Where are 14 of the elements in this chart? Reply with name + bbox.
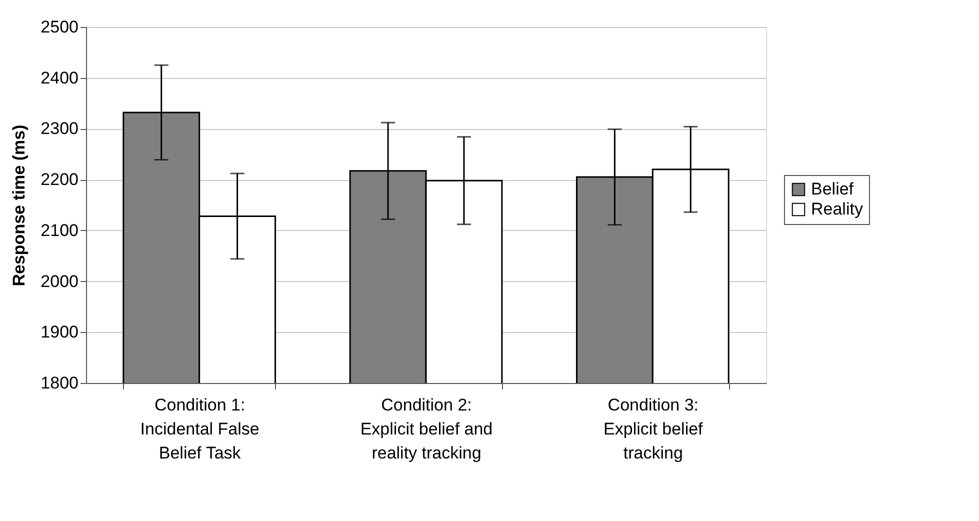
- legend-label: Belief: [811, 180, 854, 198]
- y-tick-label: 2200: [40, 170, 78, 190]
- y-tick-label: 1800: [40, 374, 78, 392]
- y-tick-label: 2000: [40, 272, 78, 291]
- x-tick-label: Condition 2: Explicit belief and reality tracking: [360, 396, 493, 462]
- legend-label: Reality: [811, 200, 864, 218]
- y-tick-label: 2300: [40, 119, 78, 138]
- x-tick-label: Condition 3: Explicit belief tracking: [604, 396, 704, 462]
- y-axis-title: Response time (ms): [10, 124, 29, 286]
- x-tick-label: Condition 1: Incidental False Belief Task: [140, 396, 260, 462]
- y-tick-label: 2400: [40, 68, 78, 88]
- y-tick-label: 2100: [40, 220, 78, 240]
- y-tick-label: 2500: [40, 18, 78, 36]
- y-tick-label: 1900: [40, 322, 78, 342]
